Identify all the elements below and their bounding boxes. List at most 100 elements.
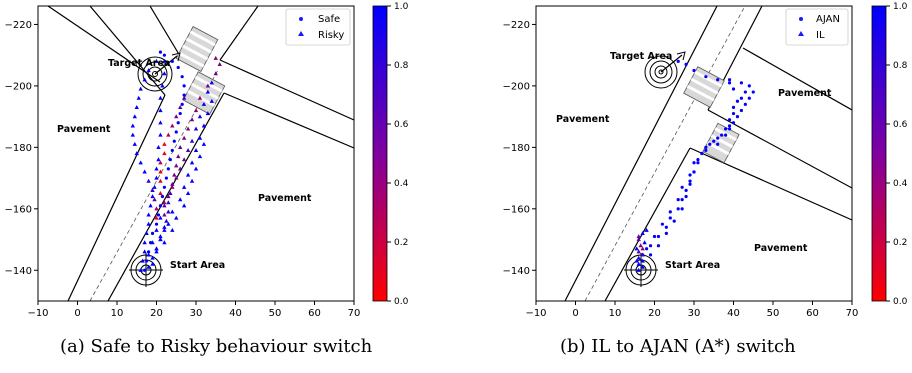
data-point [676, 197, 680, 202]
data-point [174, 215, 179, 220]
data-point [154, 227, 159, 232]
data-point [178, 166, 183, 171]
data-point [178, 197, 183, 202]
data-point [700, 151, 704, 156]
data-point [154, 249, 159, 254]
data-point [162, 227, 167, 232]
data-point [152, 184, 157, 189]
legend: AJAN IL [785, 8, 849, 46]
data-point [160, 83, 165, 88]
data-point [164, 176, 168, 180]
data-point [154, 206, 159, 211]
pavement-label: Pavement [778, 88, 832, 99]
map-b [564, 6, 852, 301]
data-point [727, 124, 732, 128]
data-point [696, 161, 700, 165]
data-point [692, 68, 696, 73]
data-point [158, 132, 163, 137]
scatter-points-b [634, 59, 755, 272]
data-point [684, 188, 688, 192]
road-edge [219, 6, 259, 61]
data-point [704, 148, 708, 153]
data-point [142, 169, 147, 174]
y-tick-label: −220 [5, 20, 32, 31]
data-point [138, 267, 143, 272]
x-tick-label: 40 [727, 308, 740, 319]
data-point [181, 184, 187, 189]
legend-marker-triangle [798, 31, 804, 36]
data-point [664, 225, 668, 229]
data-point [684, 62, 688, 66]
start-area-label: Start Area [170, 260, 225, 271]
road-edge [149, 6, 181, 57]
data-point [692, 161, 696, 165]
y-tick-label: −200 [5, 81, 32, 92]
data-point [672, 219, 676, 223]
data-point [158, 237, 163, 242]
data-point [158, 160, 163, 165]
data-point [720, 133, 724, 137]
panel-a: Target Area Start Area Pavement Pavement… [5, 2, 409, 319]
data-point [197, 154, 203, 159]
data-point [158, 95, 163, 100]
crosswalk [182, 71, 226, 115]
data-point [172, 139, 176, 143]
x-tick-label: 50 [269, 308, 282, 319]
colorbar-tick-label: 0.0 [893, 297, 908, 307]
data-point [636, 267, 641, 272]
data-point [185, 172, 191, 177]
data-point [731, 111, 736, 116]
road-edge [604, 147, 691, 301]
legend-marker-triangle [298, 31, 304, 36]
data-point [178, 144, 183, 149]
target-area-label: Target Area [108, 58, 170, 69]
data-point [170, 184, 175, 189]
data-point [189, 117, 195, 122]
x-tick-label: 60 [308, 308, 321, 319]
x-tick-label: 0 [572, 308, 578, 319]
x-tick-label: 70 [348, 308, 361, 319]
data-point [150, 187, 155, 192]
panel-b: Target Area Start Area Pavement Pavement… [503, 2, 908, 319]
start-area-label: Start Area [665, 260, 720, 271]
y-tick-label: −140 [5, 266, 32, 277]
data-point [158, 215, 163, 220]
data-point [656, 234, 661, 239]
x-tick-label: 30 [688, 308, 701, 319]
data-point [134, 105, 139, 110]
legend-label: IL [816, 30, 825, 41]
data-point [162, 212, 167, 217]
data-point [185, 148, 191, 153]
data-point [174, 130, 178, 134]
data-point [716, 78, 720, 82]
y-tick-label: −160 [5, 204, 32, 215]
data-point [189, 178, 195, 183]
data-point [724, 127, 728, 131]
data-point [193, 108, 199, 113]
road-edge [743, 6, 765, 48]
colorbar [871, 5, 887, 302]
data-point [676, 207, 680, 211]
colorbar-ticks: 0.0 0.2 0.4 0.6 0.8 1.0 [886, 2, 908, 307]
data-point [640, 252, 645, 257]
data-point [170, 181, 175, 186]
colorbar-tick-label: 0.0 [394, 297, 409, 307]
data-point [660, 222, 665, 226]
data-point [688, 173, 692, 177]
data-point [640, 230, 645, 235]
axis-ticks-a: −10 0 10 20 30 40 50 60 70 −220 −200 −180 −160 −140 [5, 20, 361, 319]
data-point [189, 160, 195, 165]
data-point [172, 172, 177, 177]
data-point [664, 231, 668, 235]
data-point [640, 264, 645, 269]
data-point [668, 210, 672, 214]
y-tick-label: −180 [503, 143, 530, 154]
data-point [138, 160, 143, 165]
data-point [162, 203, 167, 208]
x-tick-label: 10 [111, 308, 124, 319]
data-point [154, 58, 159, 63]
data-point [146, 212, 151, 217]
road-edge [742, 47, 852, 111]
data-point [154, 175, 159, 180]
